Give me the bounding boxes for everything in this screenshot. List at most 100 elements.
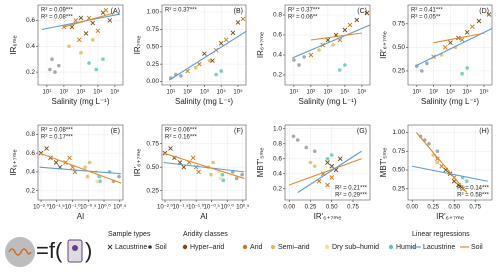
legend-symbol	[182, 244, 188, 250]
legend-title: Aridity classes	[183, 231, 228, 238]
r2-annotation: R² = 0.05**	[411, 15, 441, 21]
x-tick-label: 0.25	[305, 205, 317, 211]
point	[325, 182, 330, 188]
point	[87, 160, 92, 165]
point	[117, 174, 121, 179]
plot-area	[38, 125, 123, 200]
legend-label: Lacustrine	[423, 244, 455, 251]
x-tick-label: 10⁻⁰.⁵	[80, 204, 97, 211]
panel-tag: (F)	[234, 128, 243, 135]
y-tick-label: 0.75	[392, 148, 405, 155]
point	[223, 37, 229, 43]
y-tick-label: 0.2	[26, 69, 35, 76]
y-tick-label: 0.75	[146, 140, 159, 147]
point	[53, 160, 59, 165]
plot-area	[285, 5, 370, 85]
panel: 10¹ 10² 10³ 10⁴ 10⁵ 0.00 0.25 0.50 0.75 1.00 R² = …	[133, 4, 247, 106]
y-axis-title: IR₇ₘₑ	[133, 36, 142, 55]
x-tick-label: 10⁵	[479, 89, 489, 96]
point	[196, 169, 201, 175]
regression-line	[415, 132, 468, 193]
point	[443, 45, 448, 50]
plot-border	[407, 124, 493, 201]
y-tick-label: 0.2	[273, 185, 282, 192]
x-tick-label: 10¹	[166, 90, 175, 96]
plot-border	[37, 124, 124, 201]
panel-tag: (C)	[357, 8, 367, 15]
regression-line	[39, 152, 122, 184]
x-tick-label: 10¹	[290, 90, 299, 96]
plot-area	[162, 125, 246, 200]
point	[220, 172, 225, 177]
regression-line	[168, 30, 247, 81]
r2-annotation: R² = 0.17***	[41, 135, 74, 141]
point	[465, 179, 469, 184]
point	[297, 63, 301, 67]
point	[354, 17, 360, 23]
x-axis-title: Salinity (mg L⁻¹)	[298, 97, 356, 106]
y-tick-label: 0.4	[273, 52, 282, 59]
point	[218, 176, 223, 181]
icon-molecule	[8, 248, 32, 256]
plot-border	[37, 4, 124, 86]
y-tick-label: 0.8	[273, 12, 282, 19]
x-tick-label: 10⁰.⁰	[97, 204, 111, 211]
y-tick-label: 0.50	[392, 44, 405, 51]
y-tick-label: 0.8	[26, 131, 35, 138]
point	[85, 174, 90, 179]
point	[202, 51, 207, 57]
point	[214, 72, 218, 77]
panel-tag: (B)	[234, 8, 243, 15]
y-tick-label: 0.00	[146, 78, 159, 85]
r2-annotation: R² = 0.21***	[335, 186, 368, 192]
point	[211, 160, 215, 165]
y-axis-title: IR'₆₊₇ₘₑ	[133, 149, 142, 177]
y-tick-label: 1.00	[392, 129, 405, 136]
point	[240, 16, 246, 22]
point	[331, 43, 335, 47]
x-tick-label: 10³	[200, 90, 209, 96]
legend-symbol	[107, 244, 113, 250]
point	[325, 156, 330, 161]
point	[292, 58, 296, 62]
x-tick-label: 10⁵	[110, 89, 120, 96]
y-tick-label: 0.6	[273, 155, 282, 162]
legend: Sample types Aridity classes Linear regres…	[107, 231, 483, 251]
panel: 10⁻².⁰ 10⁻¹.⁵ 10⁻¹.⁰ 10⁻⁰.⁵ 10⁰.⁰ 10⁰.⁵ 0.25 0.…	[133, 124, 250, 221]
x-tick-label: 10⁴	[340, 89, 350, 96]
legend-symbol	[388, 244, 394, 250]
point	[78, 15, 84, 21]
regression-line	[63, 12, 116, 28]
point	[325, 160, 330, 165]
point	[221, 178, 226, 183]
point	[83, 165, 87, 169]
point	[240, 172, 244, 177]
point	[448, 40, 453, 45]
point	[87, 61, 91, 65]
legend-symbol	[324, 244, 330, 250]
point	[459, 37, 465, 43]
regression-line	[412, 165, 488, 182]
r2-annotation: R² = 0.14***	[457, 186, 490, 192]
r2-annotation: R² = 0.06**	[288, 15, 318, 21]
y-tick-label: 0.25	[392, 68, 405, 75]
regression-line	[163, 152, 245, 179]
y-axis-title: IR₆₊₇ₘₑ	[256, 32, 265, 58]
r2-annotation: R² = 0.41***	[411, 8, 444, 14]
y-tick-label: 0.4	[26, 169, 35, 176]
point	[337, 68, 342, 72]
r2-annotation: R² = 0.37***	[288, 8, 321, 14]
x-tick-label: 10²	[429, 90, 438, 96]
y-tick-label: 1.0	[273, 125, 282, 132]
point	[179, 74, 183, 78]
legend-label: Semi–arid	[278, 244, 310, 251]
plot-area	[162, 5, 246, 85]
panel: 10¹ 10² 10³ 10⁴ 10⁵ 0.25 0.50 0.75 R² = 0.41***R…	[379, 4, 493, 106]
r2-annotation: R² = 0.06***	[165, 128, 198, 134]
point	[230, 30, 236, 36]
point	[325, 37, 331, 43]
y-tick-label: 0.6	[26, 17, 35, 24]
point	[73, 18, 79, 23]
point	[308, 160, 313, 165]
x-tick-label: 10⁰.⁵	[113, 204, 127, 211]
